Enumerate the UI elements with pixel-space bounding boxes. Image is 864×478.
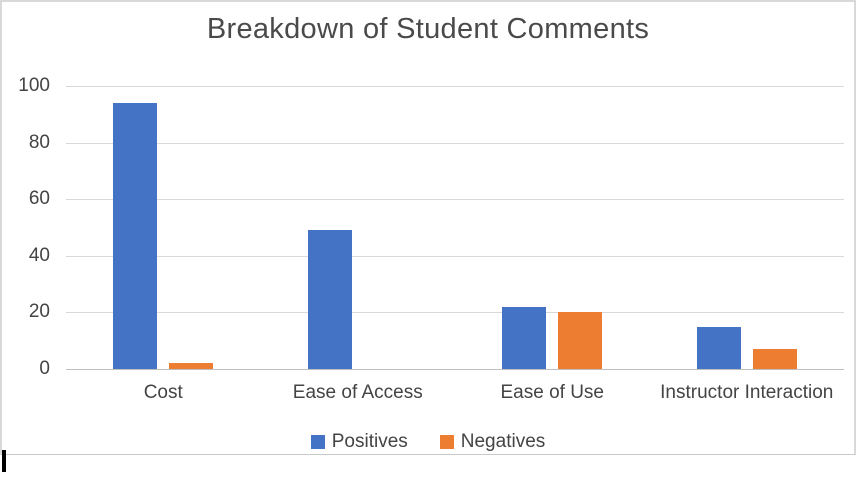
bar-positives-instructor-interaction[interactable] [696,326,741,369]
chart-frame[interactable]: Breakdown of Student Comments Cost Ease o… [0,0,856,455]
plot-area [66,86,844,370]
y-axis-tick-label: 0 [39,358,50,379]
legend-swatch-icon [439,435,454,449]
gridline [66,142,844,144]
bar-negatives-instructor-interaction[interactable] [752,349,797,369]
text-cursor [2,450,6,472]
gridline [66,255,844,257]
legend-swatch-icon [310,435,325,449]
x-axis-category-label: Cost [143,382,183,403]
y-axis-tick-label: 20 [28,301,50,323]
legend-label: Negatives [460,431,546,452]
y-axis-tick-label: 100 [18,75,50,96]
x-axis-line [66,369,844,370]
x-axis-category-label: Instructor Interaction [660,382,834,403]
bar-negatives-ease-of-use[interactable] [558,312,603,369]
legend: Positives Negatives [2,431,854,453]
y-axis-tick-label: 60 [28,188,50,210]
y-axis-tick-label: 40 [28,244,50,266]
chart-title: Breakdown of Student Comments [206,13,650,45]
y-axis-tick-label: 80 [28,131,50,153]
x-axis-category-label: Ease of Use [500,382,605,403]
bar-positives-ease-of-access[interactable] [307,230,352,369]
legend-label: Positives [331,431,408,452]
x-axis-category-label: Ease of Access [292,382,423,403]
x-axis-labels: Cost Ease of Access Ease of Use Instructor … [66,382,844,404]
bar-positives-cost[interactable] [113,102,158,369]
gridline [66,312,844,314]
bar-negatives-cost[interactable] [169,363,214,369]
gridline [66,86,844,87]
legend-item-positives[interactable]: Positives [310,431,408,453]
gridline [66,199,844,201]
bar-positives-ease-of-use[interactable] [502,306,547,369]
legend-item-negatives[interactable]: Negatives [439,431,546,453]
